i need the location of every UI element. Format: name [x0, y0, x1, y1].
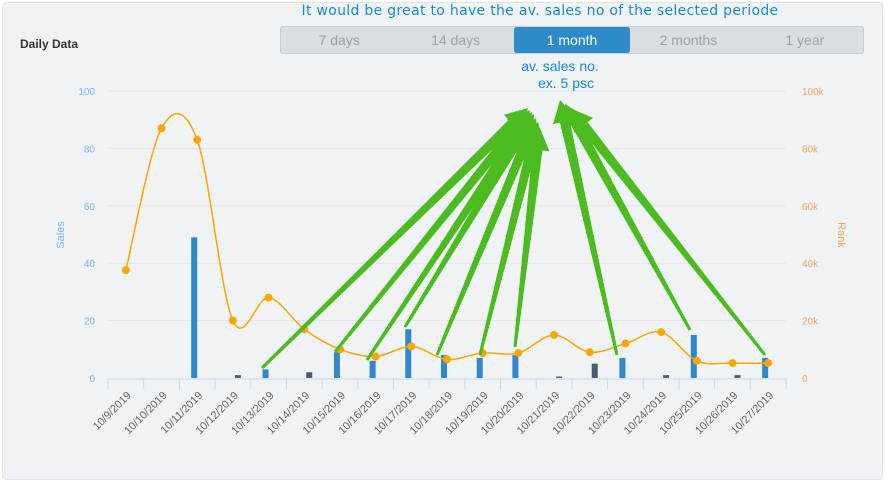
- annotation-arrow: [260, 119, 516, 370]
- secondary-bar: [234, 375, 241, 378]
- sales-bar: [441, 355, 447, 378]
- rank-point: [621, 339, 630, 348]
- rank-point: [585, 348, 594, 357]
- left-tick-label: 100: [78, 87, 95, 98]
- sales-bar: [512, 355, 519, 378]
- sales-bar: [262, 369, 269, 378]
- secondary-bar: [556, 376, 563, 378]
- avg-label-line1: av. sales no.: [521, 58, 599, 74]
- avg-sales-annotation: av. sales no. ex. 5 psc: [480, 58, 640, 92]
- left-tick-label: 40: [84, 259, 96, 270]
- rank-point: [728, 359, 737, 368]
- rank-point: [157, 124, 166, 133]
- sales-bar: [690, 334, 697, 378]
- range-1-year[interactable]: 1 year: [785, 32, 825, 48]
- sales-bar: [405, 329, 412, 378]
- sales-bar: [333, 352, 340, 378]
- annotation-arrow: [571, 120, 692, 331]
- arrow-head-icon: [525, 128, 550, 152]
- annotation-arrow: [579, 122, 767, 356]
- left-tick-label: 80: [84, 144, 96, 155]
- range-7-days[interactable]: 7 days: [318, 32, 360, 48]
- rank-point: [692, 356, 701, 365]
- right-axis-title: Rank: [835, 222, 847, 248]
- right-tick-label: 60k: [802, 202, 819, 213]
- rank-point: [264, 293, 273, 302]
- sales-bar: [369, 360, 376, 378]
- right-tick-label: 80k: [802, 144, 819, 155]
- rank-point: [443, 355, 451, 364]
- arrow-head-icon: [570, 108, 594, 133]
- sales-bar: [191, 237, 198, 378]
- secondary-bar: [306, 372, 313, 378]
- rank-point: [764, 359, 773, 368]
- rank-point: [228, 316, 237, 325]
- rank-line: [125, 112, 769, 365]
- annotation-arrow: [513, 149, 543, 348]
- secondary-bar: [591, 363, 598, 378]
- annotation-arrow: [403, 130, 527, 328]
- right-tick-label: 100k: [802, 87, 825, 98]
- left-tick-label: 20: [84, 317, 96, 328]
- rank-point: [371, 352, 380, 361]
- rank-point: [121, 266, 130, 275]
- annotation-note: It would be great to have the av. sales …: [301, 3, 779, 19]
- right-tick-label: 0: [802, 374, 808, 385]
- sales-bar: [762, 357, 769, 378]
- annotation-arrow: [365, 127, 524, 361]
- secondary-bar: [663, 375, 670, 378]
- range-1-month[interactable]: 1 month: [513, 27, 631, 53]
- right-tick-label: 20k: [802, 317, 819, 328]
- left-tick-label: 0: [89, 374, 95, 385]
- rank-point: [657, 328, 666, 337]
- sales-bar: [476, 357, 483, 378]
- rank-point: [514, 349, 523, 358]
- rank-point: [407, 342, 416, 351]
- right-tick-label: 40k: [802, 259, 819, 270]
- rank-point: [193, 135, 202, 144]
- range-selector: 7 days 14 days 1 month 2 months 1 year: [280, 26, 864, 54]
- chart-title: Daily Data: [20, 37, 79, 51]
- rank-point: [550, 330, 559, 339]
- range-2-months[interactable]: 2 months: [659, 32, 718, 48]
- annotation-arrow: [333, 123, 521, 353]
- left-axis-title: Sales: [55, 221, 67, 249]
- left-tick-label: 60: [84, 202, 96, 213]
- annotation-arrow: [435, 136, 533, 356]
- annotation-arrow: [559, 120, 619, 356]
- secondary-bar: [734, 375, 741, 378]
- avg-label-line2: ex. 5 psc: [537, 75, 595, 91]
- range-14-days[interactable]: 14 days: [431, 32, 481, 48]
- annotation-arrow: [478, 142, 538, 356]
- sales-bar: [619, 357, 626, 378]
